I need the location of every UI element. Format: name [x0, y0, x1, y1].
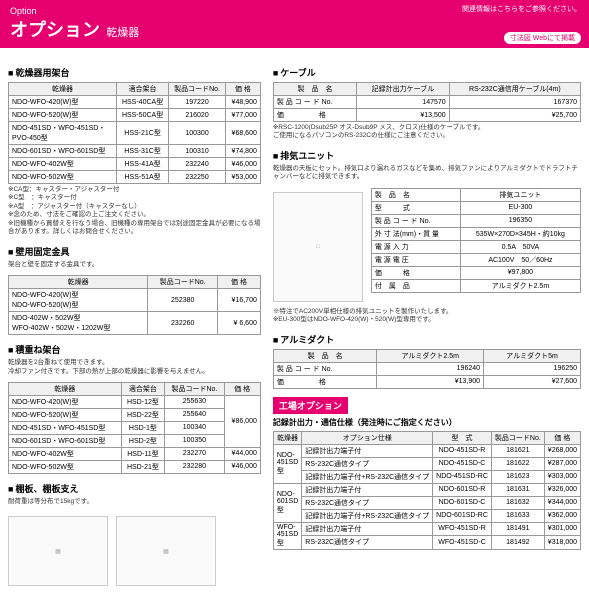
col-header: 製品コードNo. — [148, 276, 218, 289]
col-header: 製 品 名 — [273, 83, 356, 96]
table-row: NDO-WFO-502W型HSS-51A型232250¥53,000 — [9, 171, 261, 184]
col-header: 適合架台 — [117, 83, 169, 96]
shelf-image-1: ▦ — [8, 516, 108, 586]
table-row: NDO-WFO-502W型HSD-21型232280¥46,000 — [9, 460, 261, 473]
table-row: 外 寸 法(mm)・質 量535W×270D×345H・約10kg — [371, 227, 580, 240]
table-row: NDO-WFO-520(W)型HSD-22型255640 — [9, 408, 261, 421]
table-row: 電 源 入 力0.5A 50VA — [371, 240, 580, 253]
table-row: NDO-WFO-420(W)型HSS-40CA型197220¥48,900 — [9, 96, 261, 109]
table-row: NDO- 451SD型記録計出力端子付NDO-451SD-R181621¥268… — [273, 444, 580, 457]
col-header: 製品コードNo. — [169, 83, 226, 96]
col-header: 製品コードNo. — [165, 382, 224, 395]
col-header: 製品コードNo. — [491, 431, 544, 444]
table-row: 製 品 コ ー ド No.147570167370 — [273, 96, 580, 109]
table-row: NDO-601SD・WFO-601SD型HSD-2型100350 — [9, 434, 261, 447]
table-row: 電 源 電 圧AC100V 50／60Hz — [371, 253, 580, 266]
exhaust-desc: 乾燥器の天板にセット。排気口より漏れるガスなどを集め、排気ファンによりアルミダク… — [273, 165, 581, 182]
table-row: RS-232C通信タイプNDO-601SD-C181632¥344,000 — [273, 496, 580, 509]
exhaust-title: 排気ユニット — [273, 149, 581, 162]
left-column: 乾燥器用架台 乾燥器適合架台製品コードNo.価 格 NDO-WFO-420(W)… — [8, 58, 261, 590]
factory-sub: 記録計出力・通信仕様（発注時にご指定ください） — [273, 417, 581, 428]
exhaust-notes: ※特注でAC200V単相仕様の排気ユニットを製作いたします。 ※EU-300型は… — [273, 308, 581, 325]
option-label-en: Option — [10, 6, 139, 16]
col-header: 適合架台 — [121, 382, 165, 395]
shelf-desc: 耐荷重は等分布で15kgです。 — [8, 498, 261, 506]
col-header: アルミダクト5m — [484, 349, 581, 362]
cable-table: 製 品 名記録計出力ケーブルRS-232C通信用ケーブル(4m) 製 品 コ ー… — [273, 82, 581, 122]
col-header: 乾燥器 — [9, 83, 117, 96]
table-row: 価 格¥97,800 — [371, 266, 580, 279]
table-row: RS-232C通信タイプWFO-451SD-C181492¥318,000 — [273, 536, 580, 550]
wallfix-desc: 架台と壁を固定する金具です。 — [8, 261, 261, 269]
col-header: 記録計出力ケーブル — [357, 83, 450, 96]
table-row: 付 属 品アルミダクト2.5m — [371, 279, 580, 292]
col-header: 乾燥器 — [9, 382, 122, 395]
table-row: NDO- 601SD型記録計出力端子付NDO-601SD-R181631¥326… — [273, 483, 580, 496]
exhaust-table: 製 品 名排気ユニット型 式EU-300製 品 コ ー ド No.196350外… — [371, 188, 581, 293]
table-row: NDO-WFO-420(W)型HSD-12型255630¥86,000 — [9, 395, 261, 408]
table-row: 製 品 コ ー ド No.196240196250 — [273, 362, 580, 375]
factory-table: 乾燥器オプション仕様型 式製品コードNo.価 格 NDO- 451SD型記録計出… — [273, 431, 581, 550]
shelf-title: 棚板、棚板支え — [8, 482, 261, 495]
cable-notes: ※RSC-1200(Dsub25P オス-Dsub9P メス、クロス)仕様のケー… — [273, 124, 581, 141]
table-row: NDO-WFO-402W型HSD-11型232270¥44,000 — [9, 447, 261, 460]
col-header: 価 格 — [544, 431, 580, 444]
col-header: 乾燥器 — [9, 276, 148, 289]
stand-notes: ※CA型：キャスター・アジャスター付 ※C型 ：キャスター付 ※A型 ：アジャス… — [8, 186, 261, 237]
stack-table: 乾燥器適合架台製品コードNo.価 格 NDO-WFO-420(W)型HSD-12… — [8, 382, 261, 474]
table-row: NDO-451SD・WFO-451SD型HSD-1型100340 — [9, 421, 261, 434]
exhaust-image: □ — [273, 192, 363, 302]
factory-badge: 工場オプション — [273, 397, 348, 414]
col-header: 製 品 名 — [273, 349, 377, 362]
stack-desc: 乾燥器を2台重ねて使用できます。 冷却ファン付きです。下部の熱が上部の乾燥器に影… — [8, 359, 261, 376]
stand-table: 乾燥器適合架台製品コードNo.価 格 NDO-WFO-420(W)型HSS-40… — [8, 82, 261, 184]
col-header: 型 式 — [433, 431, 492, 444]
table-row: 記録計出力端子付+RS-232C通信タイプNDO-451SD-RC181623¥… — [273, 470, 580, 483]
col-header: 乾燥器 — [273, 431, 301, 444]
col-header: 価 格 — [218, 276, 261, 289]
col-header: アルミダクト2.5m — [377, 349, 484, 362]
web-badge: 寸法図 Webにて掲載 — [504, 32, 581, 44]
header-sub: 乾燥器 — [106, 27, 139, 39]
table-row: 製 品 コ ー ド No.196350 — [371, 214, 580, 227]
duct-table: 製 品 名アルミダクト2.5mアルミダクト5m 製 品 コ ー ド No.196… — [273, 349, 581, 389]
header-note: 関連情報はこちらをご参照ください。 — [462, 4, 581, 14]
table-row: NDO-WFO-402W型HSS-41A型232240¥46,000 — [9, 158, 261, 171]
option-label-jp: オプション — [10, 20, 100, 40]
col-header: RS-232C通信用ケーブル(4m) — [449, 83, 580, 96]
table-row: NDO-402W・502W型 WFO-402W・502W・1202W型23226… — [9, 312, 261, 335]
table-row: NDO-WFO-420(W)型 NDO-WFO-520(W)型252380¥16… — [9, 289, 261, 312]
duct-title: アルミダクト — [273, 333, 581, 346]
wallfix-table: 乾燥器製品コードNo.価 格 NDO-WFO-420(W)型 NDO-WFO-5… — [8, 275, 261, 335]
stack-title: 積重ね架台 — [8, 343, 261, 356]
table-row: 型 式EU-300 — [371, 201, 580, 214]
right-column: ケーブル 製 品 名記録計出力ケーブルRS-232C通信用ケーブル(4m) 製 … — [273, 58, 581, 590]
shelf-image-2: ▦ — [116, 516, 216, 586]
col-header: オプション仕様 — [302, 431, 433, 444]
stand-title: 乾燥器用架台 — [8, 66, 261, 79]
table-row: 価 格¥13,500¥25,700 — [273, 109, 580, 122]
table-row: 価 格¥13,900¥27,600 — [273, 375, 580, 388]
table-row: RS-232C通信タイプNDO-451SD-C181622¥287,000 — [273, 457, 580, 470]
table-row: NDO-601SD・WFO-601SD型HSS-31C型100310¥74,80… — [9, 145, 261, 158]
wallfix-title: 壁用固定金具 — [8, 245, 261, 258]
table-row: 記録計出力端子付+RS-232C通信タイプNDO-601SD-RC181633¥… — [273, 509, 580, 522]
col-header: 価 格 — [224, 382, 260, 395]
cable-title: ケーブル — [273, 66, 581, 79]
page-header: Option オプション 乾燥器 関連情報はこちらをご参照ください。 寸法図 W… — [0, 0, 589, 48]
table-row: NDO-WFO-520(W)型HSS-50CA型216020¥77,000 — [9, 109, 261, 122]
table-row: 製 品 名排気ユニット — [371, 188, 580, 201]
table-row: WFO- 451SD型記録計出力端子付WFO-451SD-R181491¥301… — [273, 522, 580, 536]
col-header: 価 格 — [226, 83, 261, 96]
table-row: NDO-451SD・WFO-451SD・ PVO-450型HSS-21C型100… — [9, 122, 261, 145]
